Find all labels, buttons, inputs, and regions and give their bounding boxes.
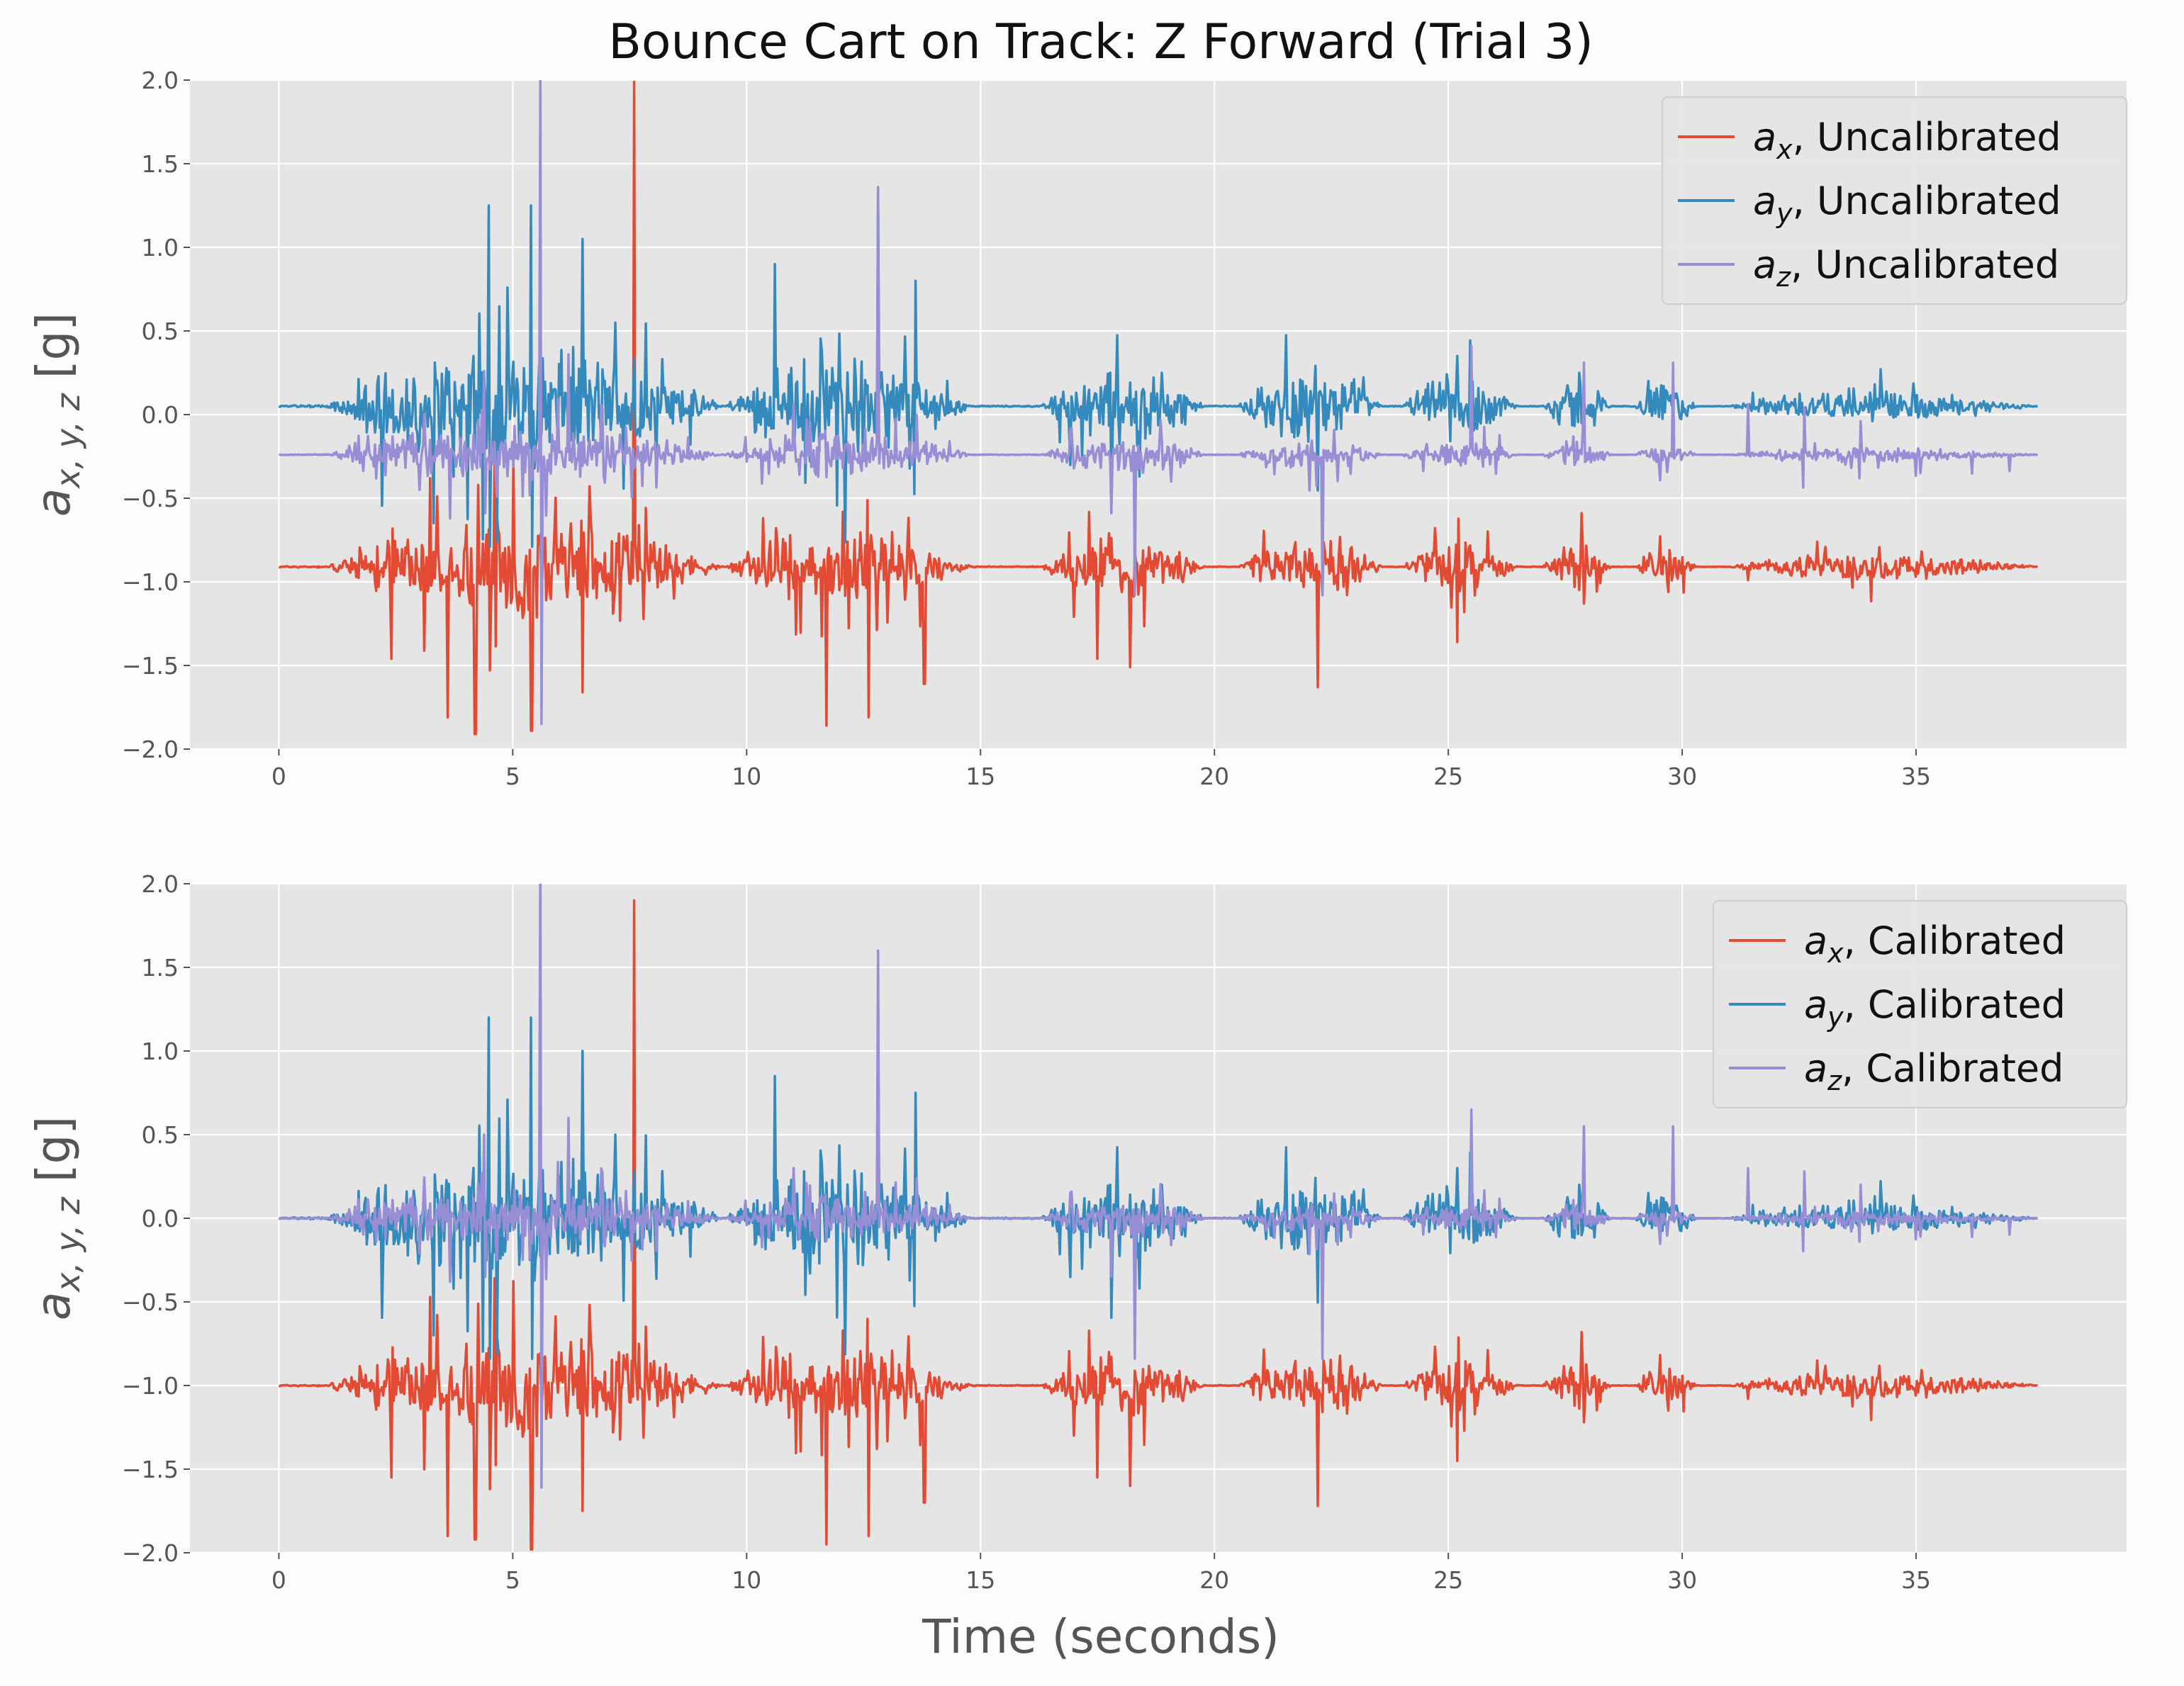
legend: ax, Calibrated ay, Calibrated az, Calibrat…	[1713, 900, 2127, 1108]
y-tick-label: −2.0	[122, 736, 179, 763]
y-tick-label: 0.0	[142, 401, 179, 429]
series-group	[278, 884, 2038, 1551]
series-line-z	[278, 80, 2038, 726]
x-tick-label: 0	[271, 1566, 286, 1594]
y-tick-label: −1.0	[122, 568, 179, 596]
x-tick-label: 20	[1199, 1566, 1229, 1594]
x-tick-label: 35	[1901, 763, 1931, 790]
legend-label-y: ay, Calibrated	[1804, 982, 2066, 1033]
x-tick-label: 15	[965, 763, 995, 790]
x-tick-label: 15	[965, 1566, 995, 1594]
y-tick-label: −0.5	[122, 1288, 179, 1316]
x-axis-label: Time (seconds)	[922, 1609, 1279, 1664]
x-tick-label: 20	[1199, 763, 1229, 790]
x-tick-label: 0	[271, 763, 286, 790]
panel-bottom: 0 5 10 15 20 25 30 35 −2.0 −1.5 −1.0 −0.5 0.0 0.5 1.0 1…	[26, 870, 2127, 1594]
x-tick-label: 30	[1667, 763, 1697, 790]
legend-label-x: ax, Uncalibrated	[1753, 115, 2061, 165]
x-tick-label: 25	[1433, 763, 1463, 790]
y-axis-label: ax, y, z [g]	[26, 313, 87, 517]
y-tick-label: 1.5	[142, 150, 179, 178]
y-axis-label: ax, y, z [g]	[26, 1116, 87, 1320]
y-tick-label: −1.5	[122, 1456, 179, 1483]
x-tick-label: 10	[732, 1566, 761, 1594]
legend-box	[1713, 900, 2127, 1108]
y-tick-label: 0.5	[142, 1121, 179, 1149]
x-tick-label: 5	[505, 1566, 520, 1594]
legend-label-x: ax, Calibrated	[1804, 918, 2066, 969]
series-line-x	[278, 80, 2038, 736]
series-group	[278, 80, 2038, 736]
x-tick-label: 25	[1433, 1566, 1463, 1594]
legend: ax, Uncalibrated ay, Uncalibrated az, Unca…	[1662, 96, 2127, 305]
x-tick-label: 30	[1667, 1566, 1697, 1594]
y-tick-label: −1.5	[122, 652, 179, 680]
legend-label-z: az, Calibrated	[1804, 1046, 2063, 1096]
y-tick-label: −2.0	[122, 1539, 179, 1567]
legend-label-y: ay, Uncalibrated	[1753, 179, 2061, 229]
y-tick-label: 0.0	[142, 1205, 179, 1232]
panel-top: 0 5 10 15 20 25 30 35 −2.0 −1.5 −1.0 −0.5 0.0 0.5 1.0 1…	[26, 67, 2127, 790]
y-tick-label: 1.5	[142, 954, 179, 982]
y-tick-label: 0.5	[142, 317, 179, 345]
figure-title: Bounce Cart on Track: Z Forward (Trial 3…	[608, 14, 1594, 70]
legend-box	[1662, 96, 2127, 305]
y-tick-label: 1.0	[142, 1038, 179, 1065]
y-tick-label: 2.0	[142, 870, 179, 898]
y-tick-label: 2.0	[142, 67, 179, 94]
x-tick-label: 35	[1901, 1566, 1931, 1594]
y-tick-label: 1.0	[142, 234, 179, 262]
y-tick-label: −0.5	[122, 485, 179, 512]
legend-label-z: az, Uncalibrated	[1753, 242, 2059, 293]
series-line-z	[278, 884, 2038, 1489]
x-tick-label: 10	[732, 763, 761, 790]
y-tick-label: −1.0	[122, 1372, 179, 1400]
series-line-x	[278, 899, 2038, 1551]
x-tick-label: 5	[505, 763, 520, 790]
